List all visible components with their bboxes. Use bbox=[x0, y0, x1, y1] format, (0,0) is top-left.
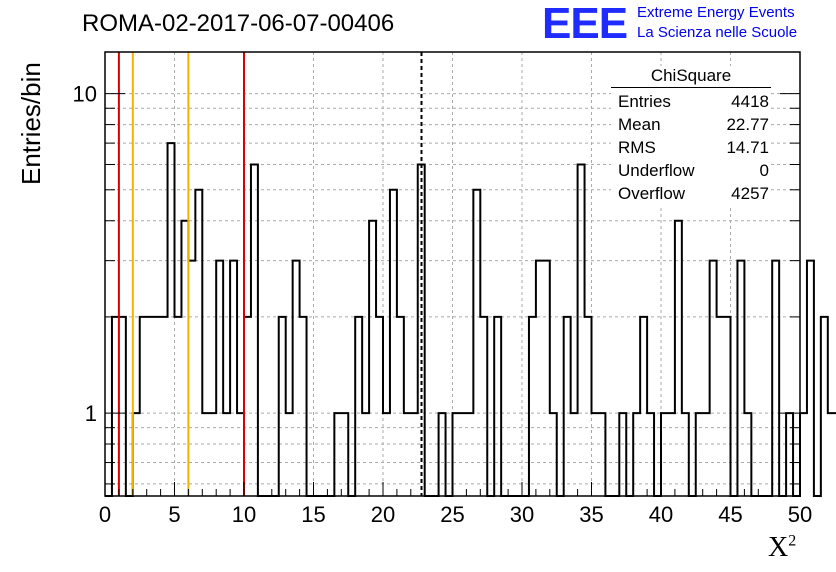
x-tick-label: 35 bbox=[579, 502, 603, 527]
reference-lines bbox=[117, 52, 423, 496]
stats-label: Mean bbox=[618, 115, 661, 134]
stats-row: Entries 4418 bbox=[611, 90, 771, 113]
x-tick-label: 20 bbox=[371, 502, 395, 527]
stats-value: 14.71 bbox=[726, 138, 769, 157]
logo-caption-line2: La Scienza nelle Scuole bbox=[637, 24, 798, 41]
stats-box-title: ChiSquare bbox=[611, 66, 771, 88]
stats-row: RMS 14.71 bbox=[611, 136, 771, 159]
x-tick-label: 50 bbox=[788, 502, 812, 527]
y-tick-label: 10 bbox=[73, 82, 97, 107]
stats-box: ChiSquare Entries 4418 Mean 22.77 RMS 14.71… bbox=[611, 66, 771, 205]
stats-row: Underflow 0 bbox=[611, 159, 771, 182]
stats-value: 0 bbox=[759, 161, 769, 180]
logo-caption-line1: Extreme Energy Events bbox=[637, 4, 795, 21]
x-tick-label: 10 bbox=[232, 502, 256, 527]
x-axis-label: X2 bbox=[768, 532, 796, 564]
chart-title: ROMA-02-2017-06-07-00406 bbox=[82, 10, 395, 37]
stats-row: Overflow 4257 bbox=[611, 182, 771, 205]
x-axis-label-superscript: 2 bbox=[788, 532, 797, 550]
y-tick-label: 1 bbox=[85, 401, 97, 426]
stats-value: 22.77 bbox=[726, 115, 769, 134]
x-tick-label: 40 bbox=[649, 502, 673, 527]
stats-row: Mean 22.77 bbox=[611, 113, 771, 136]
stats-label: Underflow bbox=[618, 161, 695, 180]
x-tick-label: 25 bbox=[440, 502, 464, 527]
stats-label: Entries bbox=[618, 92, 671, 111]
eee-logo: EEE bbox=[542, 0, 628, 48]
x-axis-label-base: X bbox=[768, 532, 789, 563]
x-tick-label: 15 bbox=[301, 502, 325, 527]
stats-value: 4418 bbox=[731, 92, 769, 111]
stats-label: Overflow bbox=[618, 184, 686, 203]
y-axis-label: Entries/bin bbox=[16, 62, 46, 185]
x-tick-label: 5 bbox=[168, 502, 180, 527]
x-tick-label: 30 bbox=[510, 502, 534, 527]
x-tick-label: 45 bbox=[718, 502, 742, 527]
x-tick-label: 0 bbox=[99, 502, 111, 527]
axis-ticks: 0 5 10 15 20 25 30 35 40 45 50 1 10 bbox=[73, 82, 813, 527]
stats-value: 4257 bbox=[731, 184, 769, 203]
stats-label: RMS bbox=[618, 138, 656, 157]
